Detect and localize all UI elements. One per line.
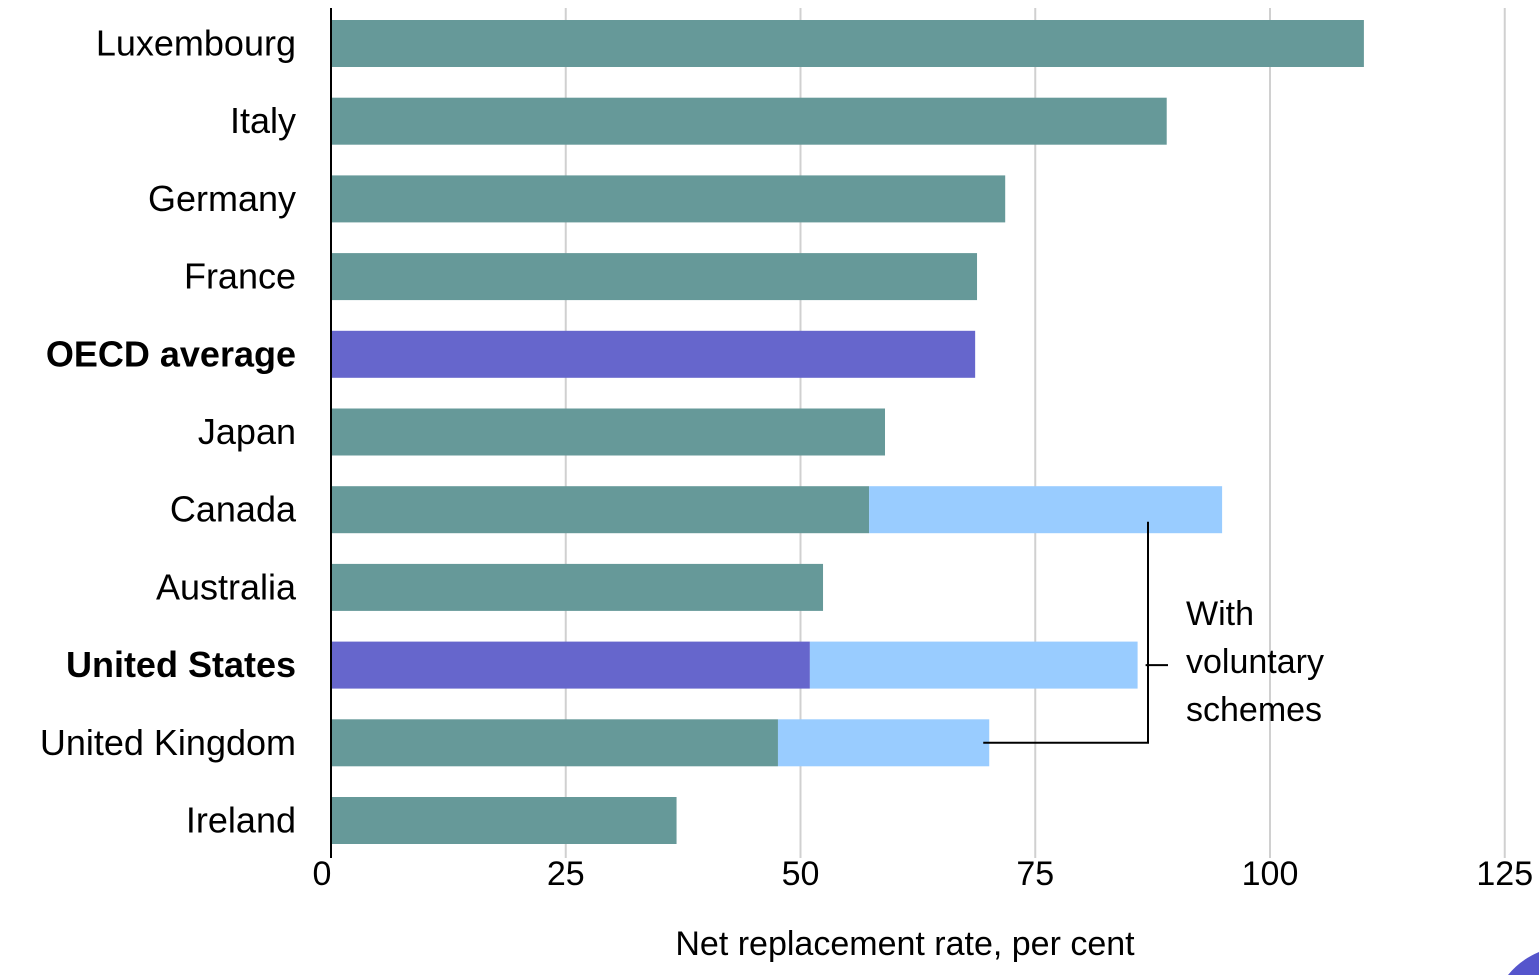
category-label: United Kingdom xyxy=(40,722,296,763)
bar-germany xyxy=(331,175,1006,223)
x-axis-title: Net replacement rate, per cent xyxy=(675,925,1135,963)
corner-decoration xyxy=(1508,952,1539,975)
x-tick-label: 25 xyxy=(547,855,585,893)
category-label: Canada xyxy=(170,489,297,530)
category-label: Luxembourg xyxy=(96,23,296,64)
annotation-line: schemes xyxy=(1186,691,1322,729)
x-tick-label: 0 xyxy=(313,855,332,893)
bar-united-kingdom xyxy=(331,719,778,767)
x-tick-labels: 0 25 50 75 100 125 xyxy=(313,855,1534,893)
bar-ireland xyxy=(331,797,677,844)
bar-oecd-average xyxy=(331,330,976,378)
category-label: Australia xyxy=(156,566,297,607)
annotation-line: With xyxy=(1186,595,1254,633)
category-label: Japan xyxy=(198,411,296,452)
bar-japan xyxy=(331,408,886,456)
category-labels: Luxembourg Italy Germany France OECD average… xyxy=(40,23,297,841)
annotation-bracket xyxy=(983,521,1168,744)
bar-united-states xyxy=(331,641,810,689)
category-label: Germany xyxy=(148,178,296,219)
category-label: France xyxy=(184,256,296,297)
bar-canada xyxy=(331,486,870,534)
x-tick-label: 100 xyxy=(1242,855,1299,893)
bar-luxembourg xyxy=(331,20,1364,67)
category-label: OECD average xyxy=(46,333,296,374)
bar-voluntary-canada xyxy=(869,486,1223,534)
annotation-text: With voluntary schemes xyxy=(1186,595,1324,729)
x-tick-label: 50 xyxy=(782,855,820,893)
bar-voluntary-united-kingdom xyxy=(777,719,990,767)
bar-australia xyxy=(331,563,824,611)
category-label: Italy xyxy=(230,100,296,141)
voluntary-schemes-annotation: With voluntary schemes xyxy=(983,521,1324,744)
category-label: United States xyxy=(66,644,296,685)
bar-italy xyxy=(331,97,1167,145)
bar-france xyxy=(331,253,978,301)
gridlines xyxy=(564,8,1506,858)
category-label: Ireland xyxy=(186,800,296,841)
bar-voluntary-united-states xyxy=(809,641,1138,689)
annotation-line: voluntary xyxy=(1186,643,1324,681)
x-tick-label: 75 xyxy=(1016,855,1054,893)
x-tick-label: 125 xyxy=(1476,855,1533,893)
bars xyxy=(331,20,1364,844)
